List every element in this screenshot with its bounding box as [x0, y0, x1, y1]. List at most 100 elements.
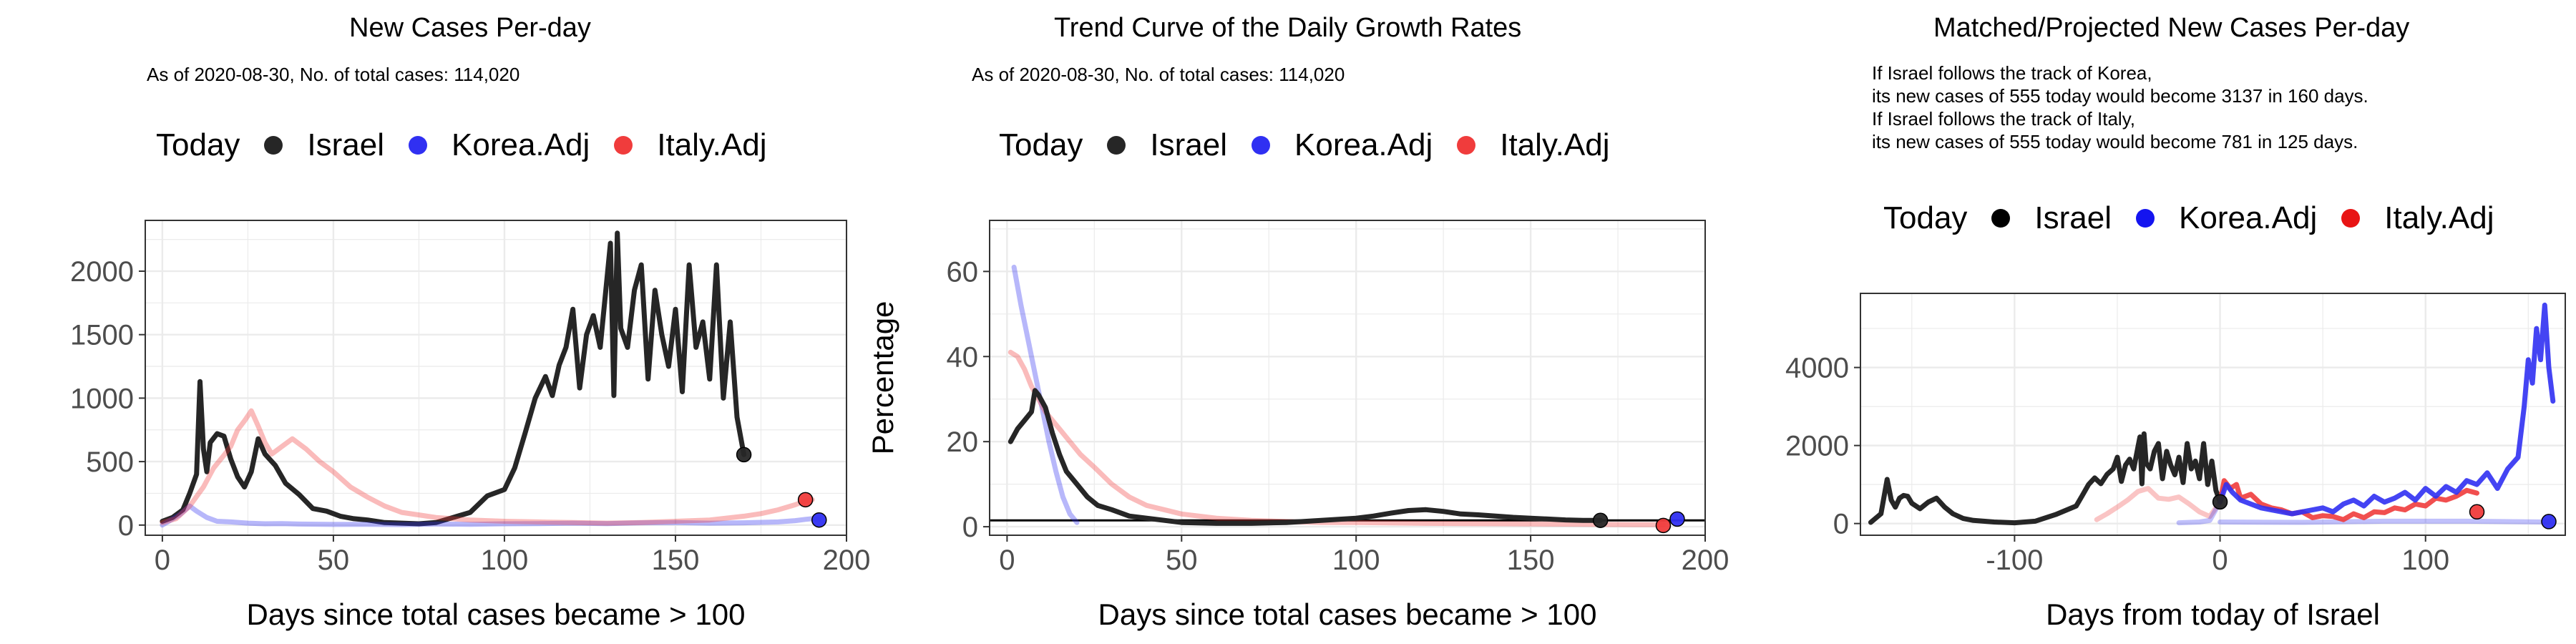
series-line-italy-adj — [1008, 349, 1666, 527]
legend-label-italy: Italy.Adj — [657, 127, 767, 162]
plot-border — [145, 220, 847, 536]
x-axis-title: Days from today of Israel — [2046, 597, 2380, 631]
annotation-line-4: its new cases of 555 today would become … — [1872, 131, 2358, 152]
legend-dot-korea — [1252, 136, 1271, 155]
today-point-korea-adj — [2541, 514, 2557, 530]
series-line-korea-adj — [2218, 302, 2556, 517]
x-axis-title: Days since total cases became > 100 — [1098, 597, 1597, 631]
annotation-line-2: its new cases of 555 today would become … — [1872, 85, 2368, 107]
x-tick-label: 0 — [999, 545, 1015, 576]
y-tick-label: 1000 — [70, 383, 134, 414]
chart-title: Matched/Projected New Cases Per-day — [1933, 13, 2410, 43]
x-tick-label: 100 — [1332, 545, 1380, 576]
legend-dot-korea — [2136, 209, 2155, 228]
y-tick-label: 500 — [86, 447, 134, 478]
x-tick-label: 0 — [155, 545, 170, 576]
legend: Today Israel Korea.Adj Italy.Adj — [1883, 200, 2519, 236]
series-group — [1868, 302, 2556, 526]
legend-item-israel: Israel — [1991, 200, 2112, 236]
legend-label-korea: Korea.Adj — [2179, 200, 2318, 235]
series-line-israel — [160, 230, 747, 527]
y-tick-label: 2000 — [1785, 431, 1849, 462]
legend-label-korea: Korea.Adj — [1294, 127, 1433, 162]
legend-dot-korea — [409, 136, 428, 155]
series-line-italy-adj — [2218, 478, 2479, 522]
legend-label-italy: Italy.Adj — [2384, 200, 2494, 235]
chart-title: Trend Curve of the Daily Growth Rates — [1054, 13, 1522, 43]
panel-growth-rates: Trend Curve of the Daily Growth Rates As… — [859, 0, 1729, 644]
legend-title: Today — [1883, 200, 1968, 235]
legend-item-italy: Italy.Adj — [614, 127, 767, 163]
today-point-israel — [1592, 512, 1609, 528]
legend-dot-israel — [1107, 136, 1126, 155]
y-tick-label: 0 — [962, 512, 978, 543]
y-tick-label: 40 — [947, 341, 979, 373]
legend-dot-italy — [614, 136, 633, 155]
series-line-korea-adj-history — [2176, 499, 2223, 526]
today-point-korea-adj — [1669, 511, 1685, 527]
legend-label-israel: Israel — [307, 127, 385, 162]
x-tick-label: 200 — [1682, 545, 1729, 576]
series-line-israel — [1868, 431, 2223, 526]
legend-dot-israel — [1991, 209, 2011, 228]
annotation-line-3: If Israel follows the track of Italy, — [1872, 108, 2135, 130]
legend: Today Israel Korea.Adj Italy.Adj — [156, 127, 791, 163]
today-point-italy-adj — [797, 492, 814, 508]
plot-border — [989, 220, 1706, 536]
legend-item-italy: Italy.Adj — [1457, 127, 1610, 163]
panel-new-cases: New Cases Per-day As of 2020-08-30, No. … — [0, 0, 870, 644]
today-point-italy-adj — [2469, 504, 2485, 520]
legend-title: Today — [999, 127, 1083, 162]
legend-label-korea: Korea.Adj — [452, 127, 590, 162]
series-line-italy-adj — [160, 408, 815, 526]
y-tick-label: 2000 — [70, 256, 134, 288]
legend-label-israel: Israel — [2034, 200, 2112, 235]
legend-item-korea: Korea.Adj — [409, 127, 590, 163]
y-tick-label: 1500 — [70, 320, 134, 351]
y-tick-label: 0 — [1833, 509, 1849, 540]
today-point-israel — [736, 447, 752, 463]
series-line-korea-adj-faded — [2218, 518, 2552, 525]
x-tick-label: 50 — [318, 545, 350, 576]
legend-title: Today — [156, 127, 240, 162]
y-tick-label: 60 — [947, 256, 979, 288]
chart-subtitle: As of 2020-08-30, No. of total cases: 11… — [147, 64, 520, 85]
series-line-israel — [1008, 388, 1604, 526]
series-group — [1008, 264, 1666, 527]
y-axis-title: Percentage — [866, 301, 899, 455]
legend-dot-italy — [2341, 209, 2361, 228]
x-tick-label: 100 — [481, 545, 529, 576]
legend-item-israel: Israel — [264, 127, 384, 163]
legend-dot-israel — [264, 136, 283, 155]
legend-item-korea: Korea.Adj — [2136, 200, 2317, 236]
series-line-korea-adj — [1011, 264, 1080, 525]
x-tick-label: 0 — [2212, 545, 2228, 576]
panel-projected: Matched/Projected New Cases Per-day If I… — [1717, 0, 2576, 644]
legend-label-israel: Israel — [1150, 127, 1228, 162]
legend-item-italy: Italy.Adj — [2341, 200, 2494, 236]
today-point-korea-adj — [811, 512, 827, 528]
x-tick-label: 150 — [652, 545, 700, 576]
annotation-line-1: If Israel follows the track of Korea, — [1872, 62, 2152, 84]
legend-item-korea: Korea.Adj — [1252, 127, 1433, 163]
today-point-italy-adj — [1655, 517, 1672, 534]
series-line-korea-adj — [160, 503, 822, 528]
chart-growth-rates: 0 50 100 150 200 0 20 40 60 Days since total case… — [866, 220, 1729, 631]
legend: Today Israel Korea.Adj Italy.Adj — [999, 127, 1634, 163]
legend-label-italy: Italy.Adj — [1500, 127, 1610, 162]
y-tick-label: 20 — [947, 426, 979, 458]
legend-item-israel: Israel — [1107, 127, 1227, 163]
series-group — [160, 230, 822, 528]
chart-subtitle: As of 2020-08-30, No. of total cases: 11… — [972, 64, 1345, 85]
chart-title: New Cases Per-day — [349, 13, 591, 43]
y-tick-label: 0 — [118, 510, 134, 542]
today-point-israel — [2212, 494, 2228, 510]
x-tick-label: 150 — [1507, 545, 1555, 576]
x-tick-label: -100 — [1986, 545, 2043, 576]
x-axis-title: Days since total cases became > 100 — [247, 597, 746, 631]
series-line-italy-adj-history — [2094, 486, 2223, 522]
plot-border — [1860, 293, 2566, 536]
x-tick-label: 200 — [823, 545, 871, 576]
